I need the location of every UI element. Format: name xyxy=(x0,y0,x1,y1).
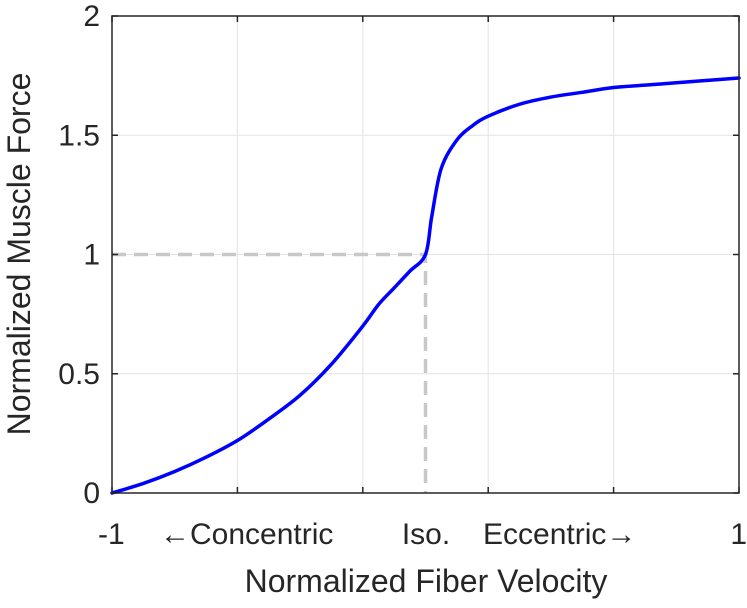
axes-box xyxy=(111,15,740,494)
region-label-eccentric: Eccentric→ xyxy=(483,518,636,551)
y-tick-label: 1.5 xyxy=(58,119,100,152)
x-axis-label: Normalized Fiber Velocity xyxy=(245,563,608,599)
y-tick-label: 0.5 xyxy=(58,358,100,391)
force-velocity-curve xyxy=(110,76,741,495)
y-tick-label: 1 xyxy=(83,239,100,272)
x-tick-label: -1 xyxy=(98,518,125,551)
x-tick-label: 1 xyxy=(730,518,747,551)
region-label-concentric: ←Concentric xyxy=(160,518,333,551)
y-axis-label: Normalized Muscle Force xyxy=(1,73,37,436)
region-label-iso: Iso. xyxy=(402,518,450,551)
y-tick-label: 0 xyxy=(83,477,100,510)
tick-labels: -1 1 0 0.5 1 1.5 2 xyxy=(58,0,747,551)
y-tick-label: 2 xyxy=(83,0,100,33)
